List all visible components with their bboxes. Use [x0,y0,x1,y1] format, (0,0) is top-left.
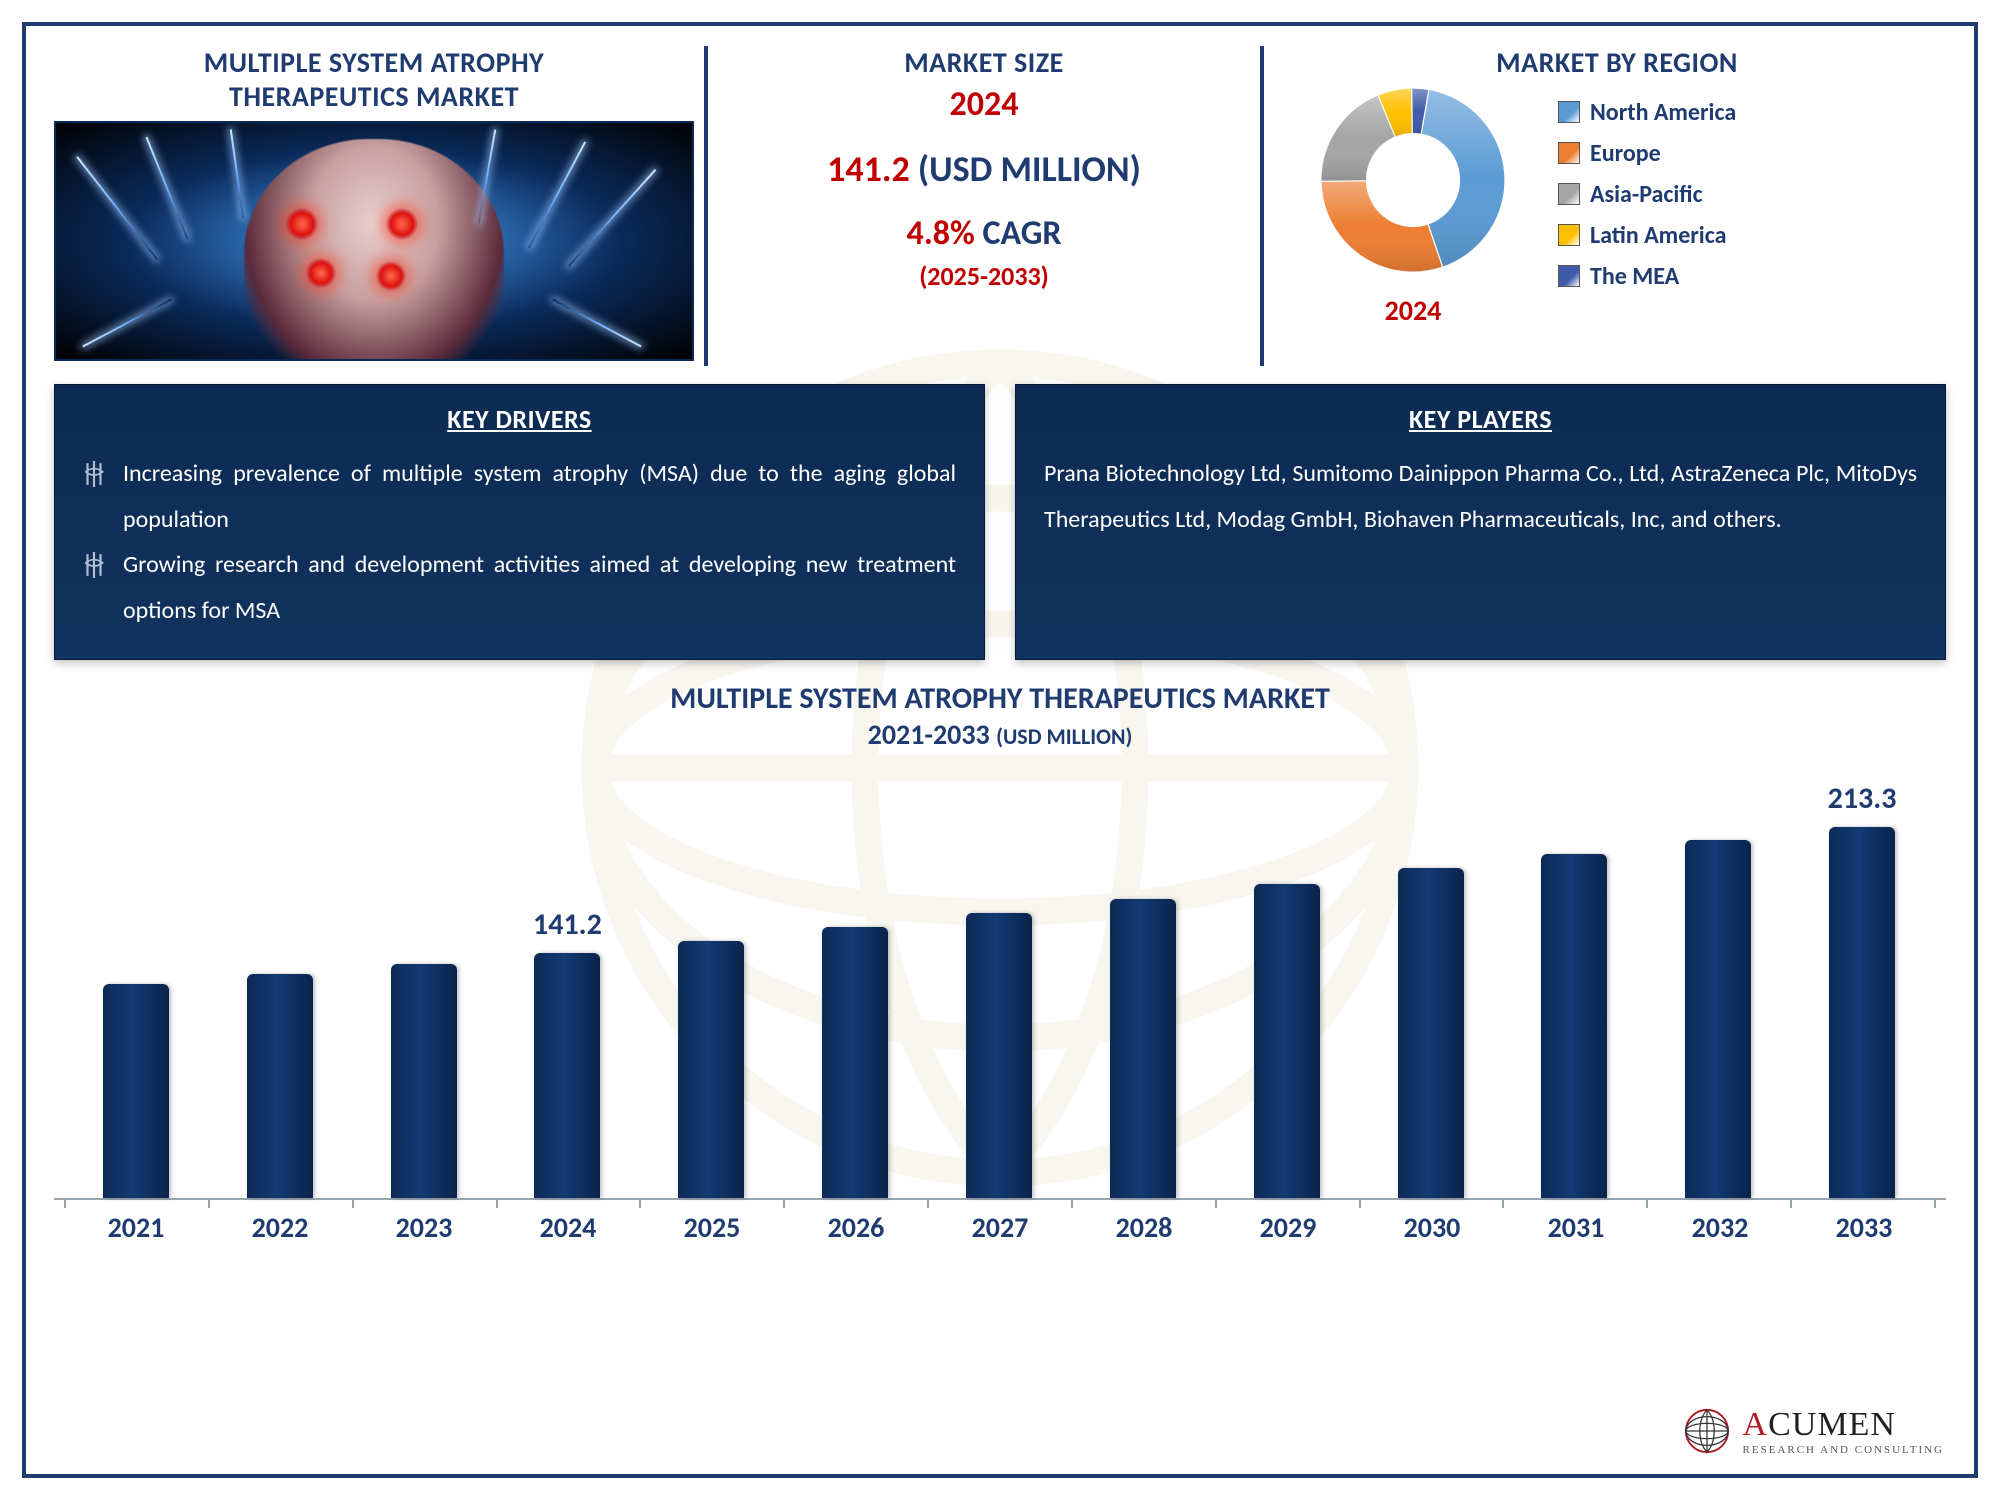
region-donut-chart [1298,80,1528,280]
bar-chart-x-labels: 2021202220232024202520262027202820292030… [54,1200,1946,1245]
bar-slot [1646,840,1790,1198]
legend-swatch [1558,142,1580,164]
legend-item: Asia-Pacific [1558,180,1946,209]
x-axis-label: 2028 [1072,1210,1216,1245]
x-axis-label: 2023 [352,1210,496,1245]
infographic-frame: MULTIPLE SYSTEM ATROPHY THERAPEUTICS MAR… [22,22,1978,1478]
bullet-icon [83,457,107,542]
legend-label: Asia-Pacific [1590,180,1703,209]
bar-slot [1359,868,1503,1198]
bar [966,913,1032,1198]
cagr-value: 4.8% CAGR [728,213,1240,254]
company-logo: ACUMEN RESEARCH AND CONSULTING [1683,1406,1944,1456]
region-year: 2024 [1288,293,1538,328]
region-column: MARKET BY REGION 2024 North America Europ… [1274,46,1946,366]
x-axis-label: 2027 [928,1210,1072,1245]
market-size-label: MARKET SIZE [728,46,1240,80]
driver-item: Growing research and development activit… [83,542,956,633]
bar [247,974,313,1198]
bar [1398,868,1464,1198]
bar-slot [1215,884,1359,1199]
key-players-panel: KEY PLAYERS Prana Biotechnology Ltd, Sum… [1015,384,1946,660]
key-players-text: Prana Biotechnology Ltd, Sumitomo Dainip… [1044,451,1917,542]
bar-chart-subtitle: 2021-2033 (USD MILLION) [54,717,1946,752]
legend-swatch [1558,265,1580,287]
brain-illustration [54,121,694,361]
bar [1685,840,1751,1198]
key-players-title: KEY PLAYERS [1044,403,1917,435]
x-axis-label: 2033 [1792,1210,1936,1245]
legend-item: Latin America [1558,221,1946,250]
x-axis-label: 2021 [64,1210,208,1245]
legend-item: The MEA [1558,262,1946,291]
legend-item: Europe [1558,139,1946,168]
forecast-period: (2025-2033) [728,260,1240,292]
market-size-value: 141.2 (USD MILLION) [728,147,1240,191]
x-axis-label: 2025 [640,1210,784,1245]
key-drivers-body: Increasing prevalence of multiple system… [83,451,956,633]
mid-row: KEY DRIVERS Increasing prevalence of mul… [54,384,1946,660]
bar [391,964,457,1199]
key-drivers-title: KEY DRIVERS [83,403,956,435]
logo-text: ACUMEN RESEARCH AND CONSULTING [1743,1406,1944,1456]
legend-label: The MEA [1590,262,1679,291]
bar [1541,854,1607,1198]
market-size-year: 2024 [728,84,1240,125]
bar-slot [208,974,352,1198]
bar-chart: 141.2 213.3 [54,770,1946,1200]
bar [103,984,169,1198]
x-axis-label: 2030 [1360,1210,1504,1245]
bar [1254,884,1320,1199]
bar-slot: 213.3 [1790,827,1934,1198]
bar-slot [1071,899,1215,1198]
bar [678,941,744,1198]
bar-slot [783,927,927,1198]
x-axis-label: 2032 [1648,1210,1792,1245]
legend-swatch [1558,183,1580,205]
legend-label: Europe [1590,139,1661,168]
driver-item: Increasing prevalence of multiple system… [83,451,956,542]
bar-slot [64,984,208,1198]
bar [1829,827,1895,1198]
bar-slot [927,913,1071,1198]
region-legend: North America Europe Asia-Pacific Latin Ame… [1558,80,1946,328]
x-axis-label: 2024 [496,1210,640,1245]
legend-swatch [1558,224,1580,246]
legend-label: Latin America [1590,221,1726,250]
bar-value-label: 213.3 [1828,780,1897,817]
legend-label: North America [1590,98,1736,127]
bar-chart-title: MULTIPLE SYSTEM ATROPHY THERAPEUTICS MAR… [54,680,1946,717]
bar-slot [1502,854,1646,1198]
region-title: MARKET BY REGION [1288,46,1946,80]
bar-slot: 141.2 [496,953,640,1199]
main-title: MULTIPLE SYSTEM ATROPHY THERAPEUTICS MAR… [54,46,694,113]
top-row: MULTIPLE SYSTEM ATROPHY THERAPEUTICS MAR… [54,46,1946,366]
bar-slot [352,964,496,1199]
bar [1110,899,1176,1198]
logo-globe-icon [1683,1407,1731,1455]
bullet-icon [83,548,107,633]
driver-text: Growing research and development activit… [123,542,956,633]
bar [822,927,888,1198]
legend-item: North America [1558,98,1946,127]
x-axis-label: 2029 [1216,1210,1360,1245]
bar [534,953,600,1199]
bar-value-label: 141.2 [533,906,602,943]
driver-text: Increasing prevalence of multiple system… [123,451,956,542]
x-axis-label: 2026 [784,1210,928,1245]
market-size-column: MARKET SIZE 2024 141.2 (USD MILLION) 4.8… [704,46,1264,366]
x-axis-label: 2031 [1504,1210,1648,1245]
donut-wrap: 2024 [1288,80,1538,328]
key-drivers-panel: KEY DRIVERS Increasing prevalence of mul… [54,384,985,660]
x-axis-label: 2022 [208,1210,352,1245]
bar-slot [639,941,783,1198]
title-and-image-column: MULTIPLE SYSTEM ATROPHY THERAPEUTICS MAR… [54,46,694,366]
legend-swatch [1558,101,1580,123]
